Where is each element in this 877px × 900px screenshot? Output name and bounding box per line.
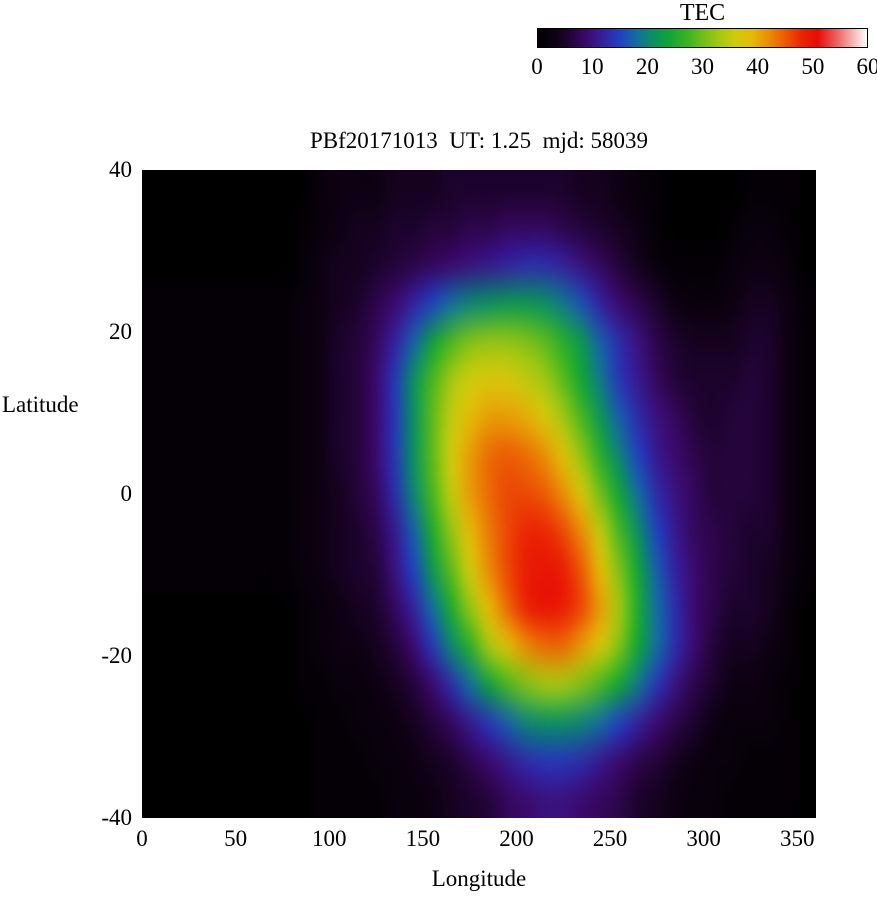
colorbar-tick-label: 60: [856, 54, 877, 79]
x-tick-label: 0: [136, 826, 148, 851]
plot-title: PBf20171013 UT: 1.25 mjd: 58039: [309, 128, 649, 153]
y-axis-label: Latitude: [2, 392, 79, 417]
x-tick-label: 250: [592, 826, 628, 851]
colorbar-tick-label: 10: [580, 54, 604, 79]
colorbar-tick-label: 0: [531, 54, 543, 79]
y-tick-label: 0: [120, 481, 133, 506]
x-tick-label: 350: [780, 826, 815, 851]
plot-area: [142, 170, 816, 818]
colorbar-tick-label: 50: [801, 54, 825, 79]
colorbar-title: TEC: [679, 0, 726, 26]
y-tick-labels: 40 20 0 -20 -40: [50, 157, 133, 830]
y-tick-label: 40: [109, 157, 132, 182]
heatmap-canvas: [142, 170, 816, 818]
colorbar-tick-label: 20: [635, 54, 659, 79]
colorbar: TEC 0 10 20 30 40 50 60: [531, 0, 877, 84]
y-tick-label: -40: [101, 805, 132, 830]
colorbar-gradient: [537, 28, 868, 48]
colorbar-tick-label: 30: [691, 54, 714, 79]
x-tick-label: 50: [224, 826, 248, 851]
colorbar-tick-labels: 0 10 20 30 40 50 60: [531, 54, 877, 84]
x-tick-label: 200: [499, 826, 534, 851]
y-tick-label: 20: [109, 319, 132, 344]
x-tick-label: 100: [311, 826, 347, 851]
x-axis-label: Longitude: [431, 866, 527, 891]
x-tick-labels: 0 50 100 150 200 250 300 350: [136, 826, 816, 858]
colorbar-tick-label: 40: [746, 54, 770, 79]
y-tick-label: -20: [101, 643, 132, 668]
x-tick-label: 150: [405, 826, 441, 851]
x-tick-label: 300: [686, 826, 721, 851]
